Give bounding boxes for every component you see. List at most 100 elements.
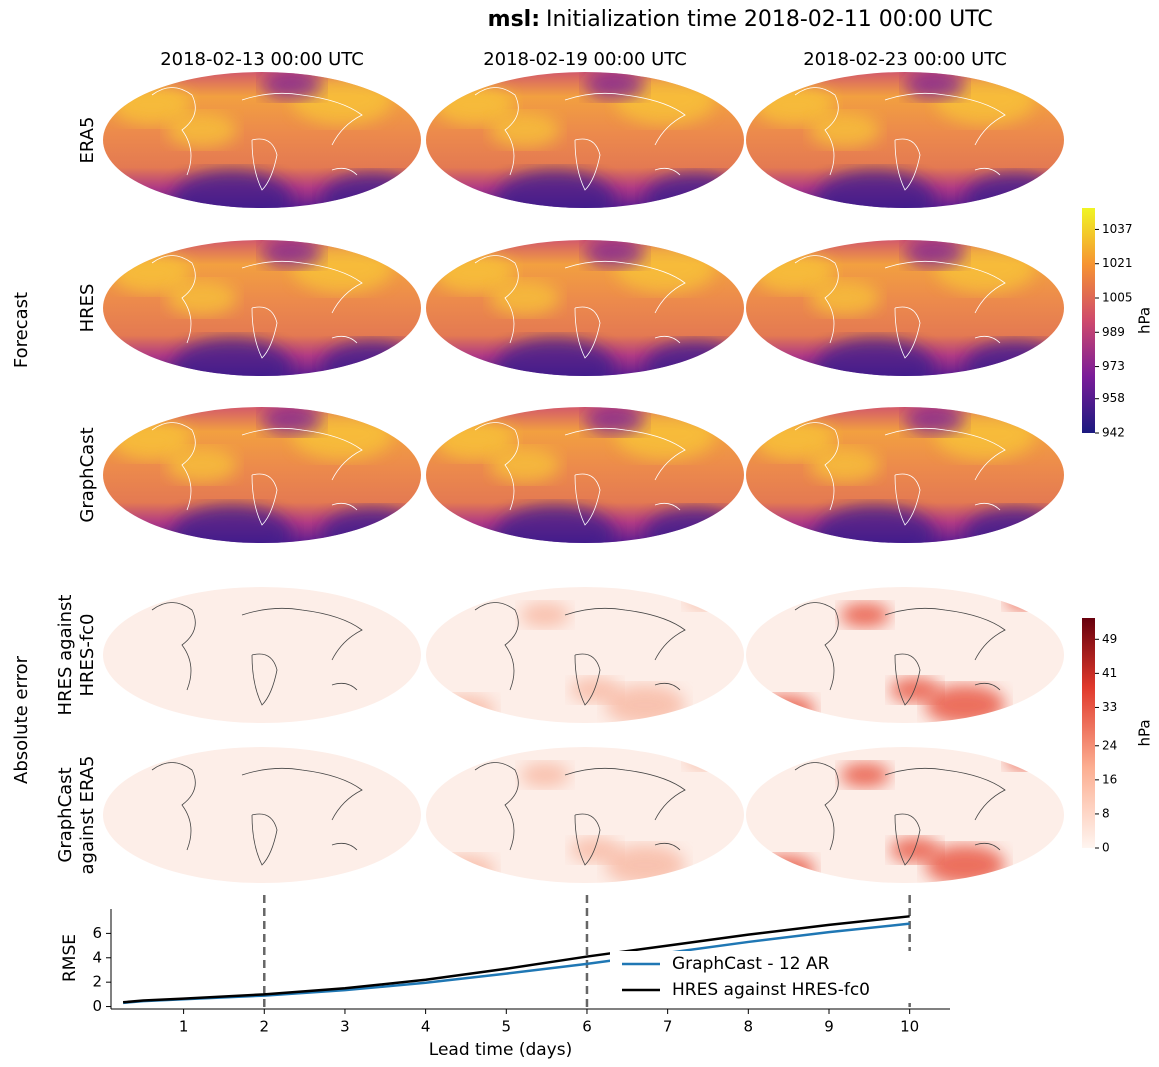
colorbar-tick-label: 33 bbox=[1102, 700, 1117, 714]
row-label: HRES against bbox=[55, 595, 76, 716]
map-blob bbox=[262, 240, 322, 268]
map-blob bbox=[645, 508, 744, 543]
map-blob bbox=[585, 240, 645, 268]
x-tick-label: 4 bbox=[421, 1018, 431, 1036]
map-blob bbox=[815, 170, 935, 208]
map-blob bbox=[585, 407, 645, 435]
x-tick-label: 6 bbox=[582, 1018, 592, 1036]
row-group-label: Forecast bbox=[11, 292, 32, 368]
y-tick-label: 2 bbox=[92, 973, 102, 991]
map-blob bbox=[905, 72, 965, 100]
map-blob bbox=[815, 505, 935, 543]
map bbox=[426, 587, 744, 723]
coastline bbox=[474, 602, 686, 706]
map bbox=[103, 587, 421, 723]
row-label: HRES bbox=[77, 284, 98, 333]
coastline bbox=[794, 255, 1006, 359]
x-tick-label: 9 bbox=[824, 1018, 834, 1036]
coastline bbox=[151, 255, 363, 359]
map bbox=[103, 240, 421, 376]
map-blob bbox=[167, 112, 237, 148]
row-label: HRES-fc0 bbox=[77, 613, 98, 696]
coastline bbox=[794, 422, 1006, 526]
map-background bbox=[103, 587, 421, 723]
coastline bbox=[474, 762, 686, 866]
map-blob bbox=[172, 505, 292, 543]
colorbar-tick-label: 1037 bbox=[1102, 222, 1133, 236]
map-blob bbox=[172, 170, 292, 208]
map-blob bbox=[965, 508, 1064, 543]
coastline bbox=[151, 602, 363, 706]
map-blob bbox=[840, 762, 890, 788]
map-blob bbox=[645, 173, 744, 208]
colorbar-tick-label: 989 bbox=[1102, 325, 1125, 339]
y-tick-label: 0 bbox=[92, 997, 102, 1015]
x-tick-label: 3 bbox=[340, 1018, 350, 1036]
map-blob bbox=[435, 695, 495, 723]
colorbar-tick-label: 41 bbox=[1102, 666, 1117, 680]
map-blob bbox=[1005, 750, 1045, 770]
map bbox=[746, 72, 1064, 208]
colorbar-tick-label: 49 bbox=[1102, 632, 1117, 646]
coastline bbox=[794, 602, 1006, 706]
colorbar-label: hPa bbox=[1136, 719, 1154, 746]
x-tick-label: 7 bbox=[663, 1018, 673, 1036]
map-blob bbox=[890, 677, 940, 703]
map-blob bbox=[520, 602, 570, 628]
row-label: against ERA5 bbox=[77, 756, 98, 875]
map-blob bbox=[490, 447, 560, 483]
map-blob bbox=[585, 72, 645, 100]
map-blob bbox=[890, 837, 940, 863]
row-label: ERA5 bbox=[77, 117, 98, 164]
legend-label: GraphCast - 12 AR bbox=[672, 954, 830, 974]
map-blob bbox=[322, 173, 421, 208]
map-blob bbox=[167, 447, 237, 483]
colorbar-tick-label: 0 bbox=[1102, 841, 1110, 855]
column-header: 2018-02-19 00:00 UTC bbox=[483, 49, 687, 70]
colorbar-tick-label: 1005 bbox=[1102, 291, 1133, 305]
x-tick-label: 10 bbox=[900, 1018, 919, 1036]
x-tick-label: 5 bbox=[502, 1018, 512, 1036]
map-blob bbox=[905, 407, 965, 435]
title: Initialization time 2018-02-11 00:00 UTC bbox=[546, 7, 993, 32]
map bbox=[746, 240, 1064, 376]
map-blob bbox=[172, 338, 292, 376]
map-blob bbox=[810, 447, 880, 483]
map-blob bbox=[570, 677, 620, 703]
map bbox=[426, 407, 744, 543]
coastline bbox=[474, 422, 686, 526]
colorbar-tick-label: 16 bbox=[1102, 772, 1117, 786]
map-background bbox=[103, 747, 421, 883]
map-blob bbox=[755, 695, 815, 723]
map bbox=[746, 747, 1064, 883]
map-blob bbox=[435, 855, 495, 883]
map bbox=[426, 240, 744, 376]
coastline bbox=[151, 422, 363, 526]
coastline bbox=[474, 255, 686, 359]
title-prefix: msl: bbox=[488, 7, 540, 32]
row-group-label: Absolute error bbox=[11, 655, 32, 784]
map-blob bbox=[965, 341, 1064, 376]
map-blob bbox=[645, 341, 744, 376]
map-blob bbox=[755, 855, 815, 883]
map-blob bbox=[495, 338, 615, 376]
maps bbox=[103, 72, 1064, 883]
map bbox=[746, 407, 1064, 543]
column-header: 2018-02-13 00:00 UTC bbox=[160, 49, 364, 70]
colorbar-tick-label: 958 bbox=[1102, 391, 1125, 405]
map-blob bbox=[570, 837, 620, 863]
coastline bbox=[794, 87, 1006, 191]
y-axis-label: RMSE bbox=[60, 934, 80, 982]
map-blob bbox=[167, 280, 237, 316]
colorbar bbox=[1082, 618, 1095, 848]
row-label: GraphCast bbox=[55, 767, 76, 862]
colorbar-tick-label: 8 bbox=[1102, 806, 1110, 820]
map-blob bbox=[322, 508, 421, 543]
x-tick-label: 2 bbox=[260, 1018, 270, 1036]
coastline bbox=[474, 87, 686, 191]
map bbox=[426, 747, 744, 883]
colorbar-tick-label: 1021 bbox=[1102, 256, 1133, 270]
map-blob bbox=[685, 590, 725, 610]
map-blob bbox=[905, 240, 965, 268]
row-label: GraphCast bbox=[77, 427, 98, 522]
